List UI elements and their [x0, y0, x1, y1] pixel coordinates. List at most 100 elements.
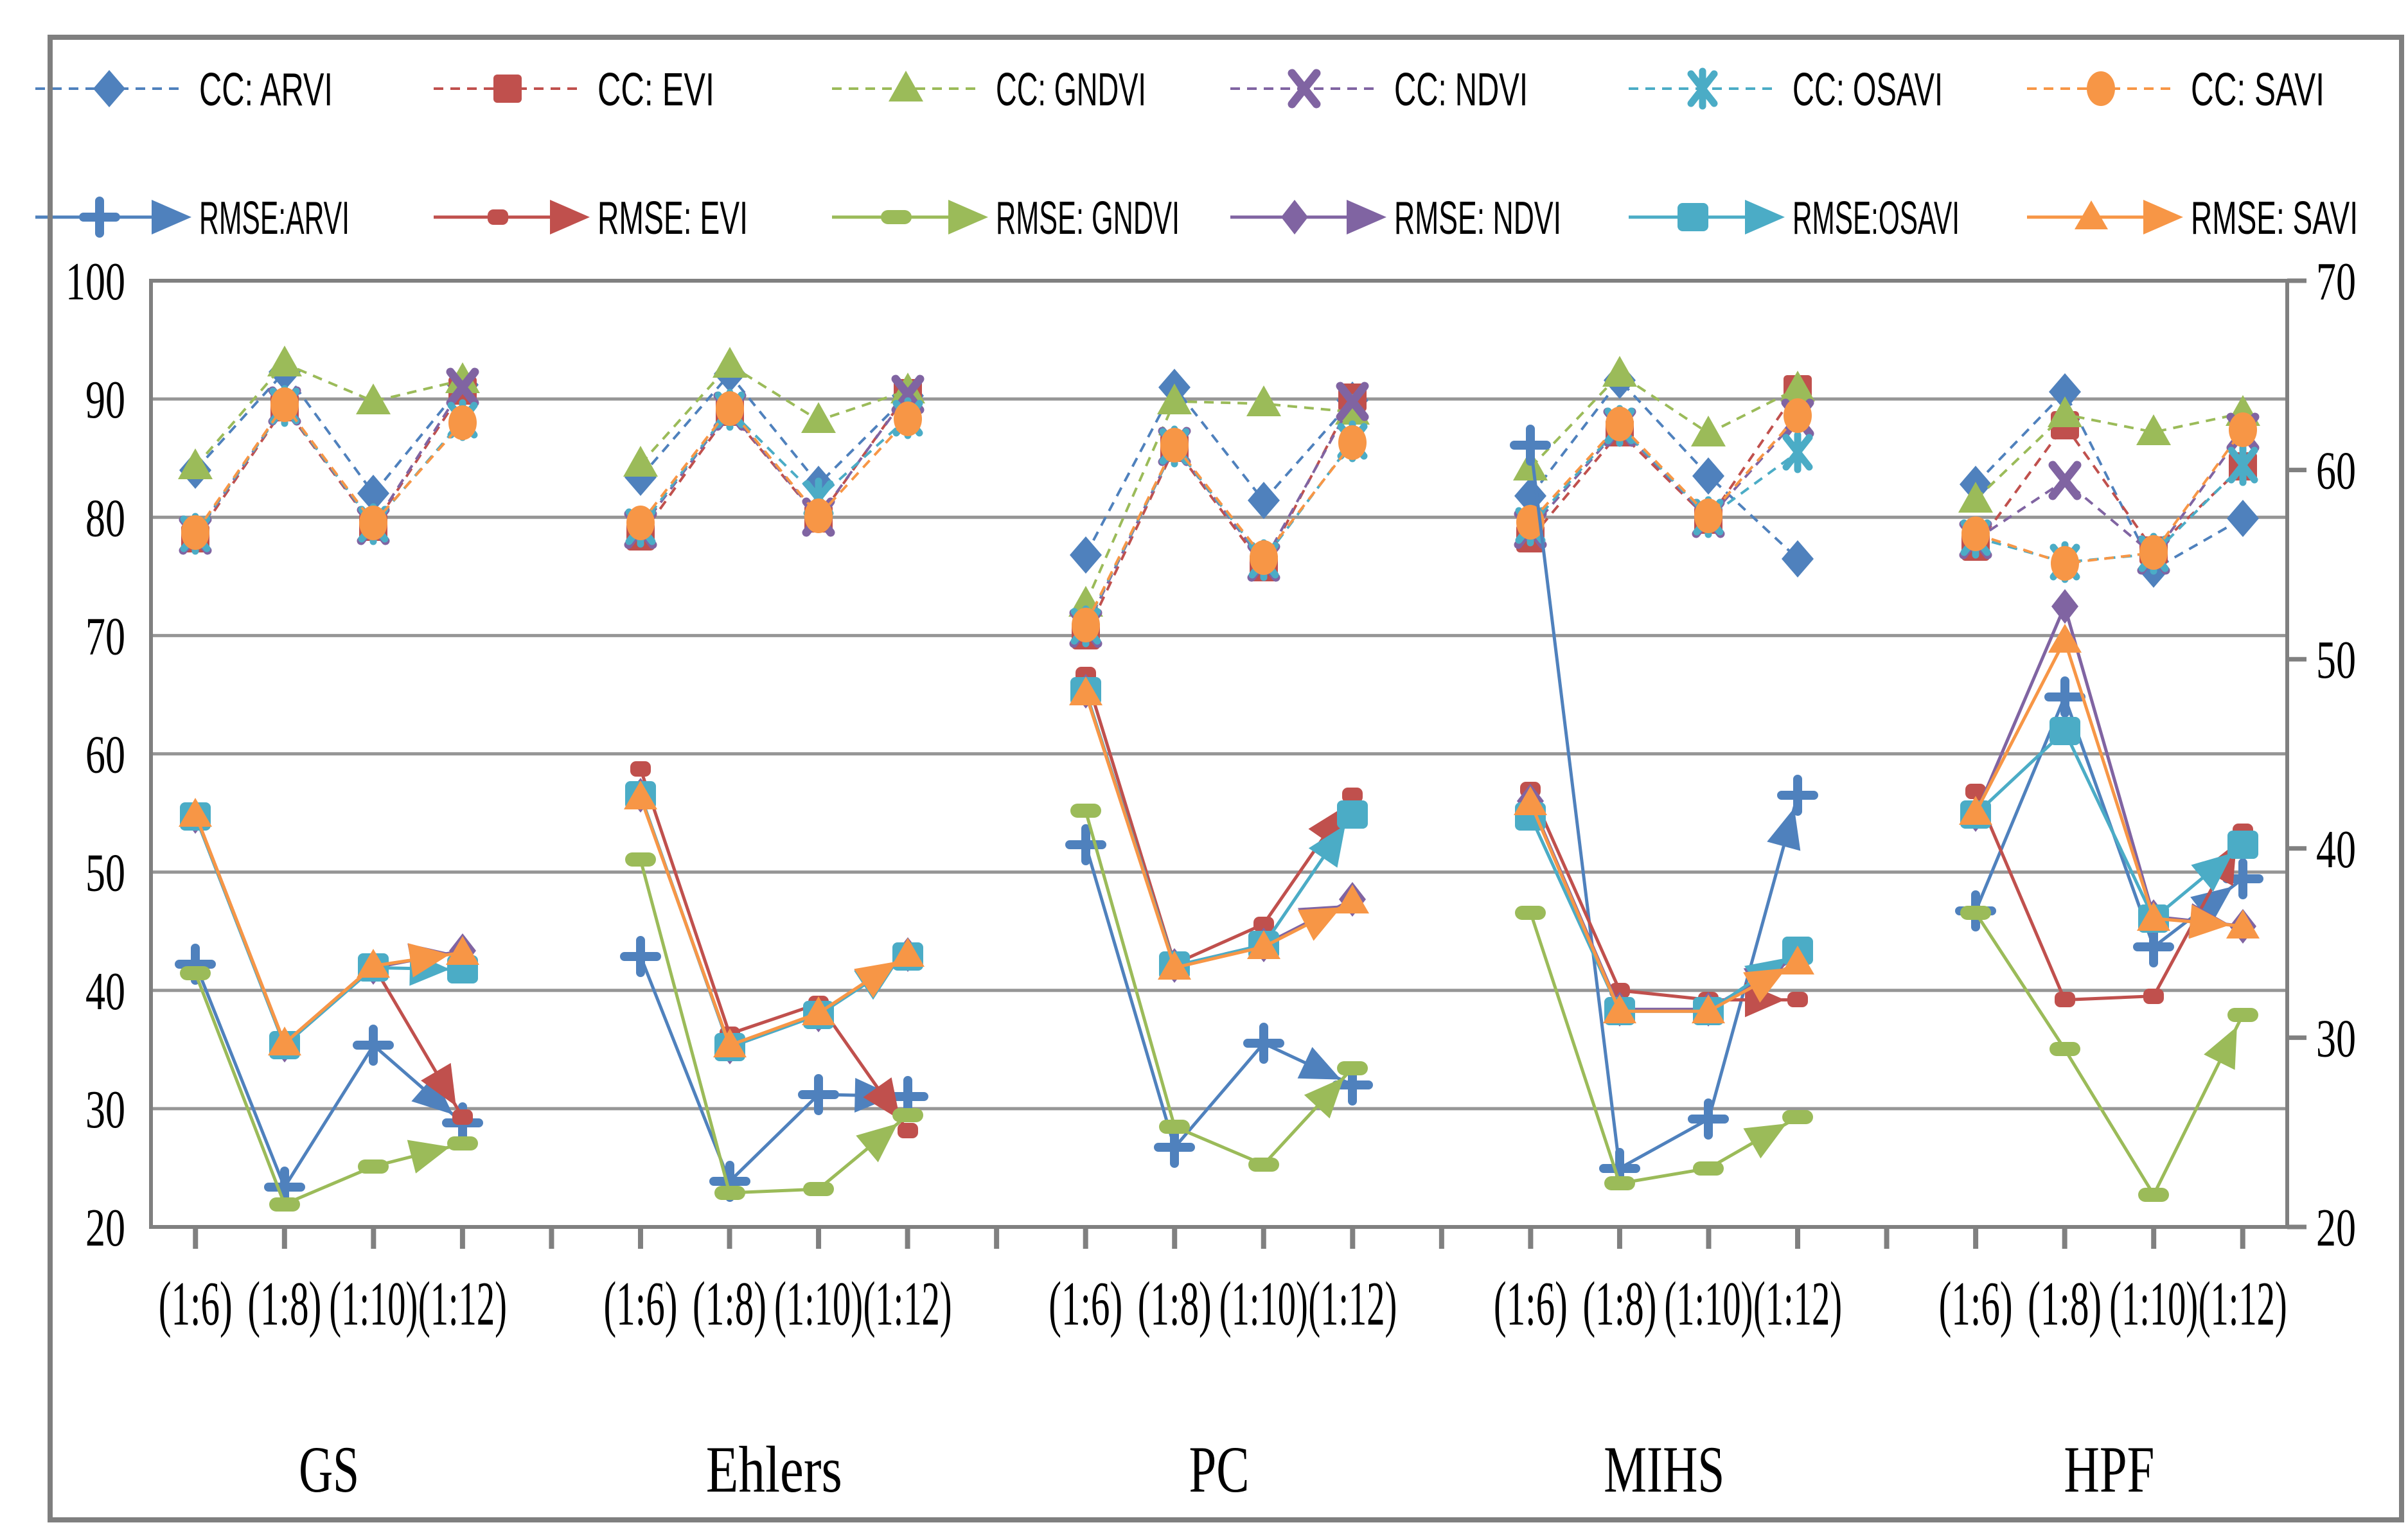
legend-label: CC: SAVI: [2191, 64, 2324, 116]
legend-label: RMSE: SAVI: [2191, 193, 2358, 244]
legend-label: CC: OSAVI: [1793, 64, 1943, 116]
marker-rmse-gndvi: [714, 1186, 745, 1200]
marker-rmse-evi: [1787, 992, 1808, 1007]
legend-item-rmse-savi: RMSE: SAVI: [2027, 193, 2358, 244]
marker-rmse-evi: [2143, 989, 2164, 1004]
left-axis-tick-label: 20: [85, 1198, 125, 1258]
marker-rmse-savi: [1781, 946, 1814, 974]
marker-rmse-osavi: [1337, 800, 1368, 829]
marker-rmse-gndvi: [1782, 1110, 1813, 1124]
marker-rmse-gndvi: [881, 210, 912, 224]
marker-rmse-savi: [1158, 951, 1191, 980]
series-cc-arvi: [179, 353, 2259, 588]
marker-cc-savi: [804, 498, 833, 533]
marker-cc-savi: [1694, 498, 1722, 533]
series-arrowhead: [1308, 825, 1346, 868]
marker-rmse-gndvi: [1248, 1158, 1279, 1172]
marker-cc-gndvi: [2136, 414, 2171, 445]
marker-cc-gndvi: [1780, 371, 1815, 401]
marker-rmse-gndvi: [2049, 1042, 2080, 1056]
marker-cc-savi: [270, 387, 299, 422]
marker-rmse-osavi: [2227, 831, 2258, 859]
legend-item-cc-ndvi: CC: NDVI: [1230, 64, 1528, 116]
ratio-label: (1:6): [1939, 1269, 2013, 1338]
marker-rmse-evi: [630, 761, 651, 777]
series-rmse-savi: [179, 624, 2260, 1057]
legend-label: CC: GNDVI: [996, 64, 1146, 116]
marker-rmse-arvi: [1510, 425, 1551, 466]
series-arrowhead: [1767, 807, 1801, 851]
marker-rmse-evi: [1253, 917, 1274, 932]
marker-cc-savi: [1250, 540, 1278, 575]
marker-cc-ndvi: [1336, 382, 1369, 421]
marker-rmse-arvi: [1154, 1127, 1195, 1168]
legend-item-rmse-ndvi: RMSE: NDVI: [1230, 193, 1561, 244]
left-axis-tick-label: 40: [85, 962, 125, 1021]
marker-cc-savi: [894, 401, 922, 436]
method-label: Ehlers: [706, 1433, 842, 1506]
marker-cc-gndvi: [356, 384, 391, 414]
marker-cc-gndvi: [1691, 416, 1726, 446]
legend-arrowhead: [152, 200, 191, 234]
marker-rmse-arvi: [620, 936, 661, 977]
marker-rmse-gndvi: [1159, 1120, 1190, 1134]
marker-cc-osavi: [2227, 444, 2258, 486]
marker-cc-gndvi: [801, 402, 836, 433]
marker-cc-gndvi: [445, 362, 480, 393]
marker-rmse-gndvi: [2138, 1188, 2169, 1202]
marker-rmse-savi: [624, 780, 657, 809]
left-axis-tick-label: 30: [85, 1080, 125, 1140]
marker-cc-arvi: [1070, 536, 1102, 574]
marker-rmse-savi: [1247, 930, 1280, 959]
marker-cc-savi: [359, 506, 387, 540]
legend-label: RMSE:ARVI: [199, 193, 350, 244]
marker-rmse-osavi: [2049, 717, 2080, 745]
marker-rmse-savi: [446, 936, 479, 965]
series-rmse-evi: [185, 667, 2253, 1138]
marker-cc-gndvi: [267, 346, 302, 376]
marker-rmse-arvi: [353, 1025, 394, 1066]
marker-rmse-arvi: [79, 197, 120, 238]
marker-cc-savi: [1160, 428, 1189, 463]
marker-cc-savi: [1338, 425, 1367, 460]
marker-rmse-savi: [2048, 624, 2082, 653]
marker-cc-gndvi: [1157, 384, 1192, 414]
marker-cc-savi: [448, 405, 477, 440]
marker-rmse-evi: [488, 209, 508, 225]
marker-rmse-gndvi: [1604, 1176, 1635, 1190]
right-axis-ticks: [2287, 278, 2306, 1230]
marker-rmse-evi: [2055, 992, 2075, 1007]
right-axis-tick-label: 20: [2316, 1198, 2356, 1258]
legend-item-rmse-osavi: RMSE:OSAVI: [1629, 193, 1960, 244]
ratio-label: (1:12): [1753, 1269, 1842, 1338]
series-arrowhead: [411, 1075, 453, 1115]
marker-cc-savi: [1072, 608, 1100, 642]
ratio-label: (1:8): [693, 1269, 766, 1338]
marker-cc-arvi: [2049, 373, 2081, 410]
series-arrowhead: [2191, 852, 2233, 892]
figure-border: [48, 35, 2404, 1522]
marker-cc-savi: [2229, 412, 2257, 447]
series-rmse-gndvi: [180, 804, 2258, 1212]
marker-cc-gndvi: [713, 347, 747, 378]
marker-rmse-savi: [1336, 885, 1369, 913]
series-arrowhead: [1304, 1077, 1344, 1119]
left-axis-tick-label: 80: [85, 488, 125, 548]
marker-rmse-savi: [2226, 910, 2260, 939]
left-axis-tick-label: 90: [85, 370, 125, 430]
right-axis-tick-label: 70: [2316, 252, 2356, 312]
marker-cc-arvi: [1692, 457, 1724, 495]
legend-item-cc-osavi: CC: OSAVI: [1629, 64, 1943, 116]
ratio-label: (1:8): [2028, 1269, 2102, 1338]
series-arrowhead: [1297, 1046, 1341, 1080]
marker-rmse-arvi: [1777, 775, 1818, 816]
legend-label: RMSE: NDVI: [1394, 193, 1561, 244]
marker-rmse-arvi: [1688, 1098, 1729, 1140]
marker-rmse-gndvi: [1070, 804, 1101, 818]
marker-rmse-savi: [1514, 786, 1547, 815]
marker-rmse-savi: [1692, 994, 1725, 1023]
marker-rmse-savi: [891, 938, 925, 967]
left-axis-labels: 100 90 80 70 60 50 40 30 20: [66, 252, 125, 1258]
marker-rmse-savi: [1959, 796, 1992, 825]
marker-cc-ndvi: [1288, 69, 1321, 109]
